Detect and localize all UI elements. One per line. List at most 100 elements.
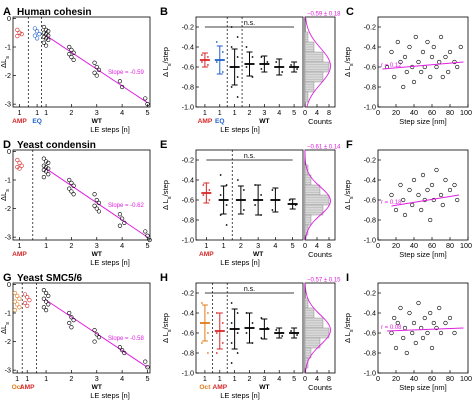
hist-x-axis-label: Counts xyxy=(308,117,332,126)
data-point xyxy=(201,342,203,344)
data-point xyxy=(120,84,125,90)
x-tick-label: 1 xyxy=(35,108,39,117)
data-point xyxy=(420,335,426,341)
x-tick-label: 80 xyxy=(446,108,454,117)
data-point xyxy=(201,302,203,304)
plot-frame xyxy=(12,149,151,241)
x-axis-label: LE steps [n] xyxy=(220,125,260,134)
data-point xyxy=(389,192,394,198)
hist-x-tick-label: 0 xyxy=(303,108,307,117)
data-point xyxy=(420,49,426,55)
data-point xyxy=(208,189,211,191)
group-label: WT xyxy=(253,251,263,258)
panel-b: B -0.2 -0.4 -0.6 -0.8 -1.0 Δ Ls/step n.s. 1 1 1 2 3 4… xyxy=(160,6,341,134)
data-point xyxy=(207,352,209,354)
x-tick-label: 20 xyxy=(392,374,400,383)
y-tick-label: -0.2 xyxy=(364,23,376,32)
y-tick-label: -1.0 xyxy=(364,236,376,245)
data-point xyxy=(41,156,46,161)
y-tick-label: -3 xyxy=(5,233,11,242)
data-point xyxy=(260,68,263,70)
data-point xyxy=(22,292,28,297)
data-point xyxy=(41,40,46,45)
panel-title: Yeast condensin xyxy=(17,140,96,151)
group-label: AMP xyxy=(198,118,213,125)
x-tick-label: 3 xyxy=(262,374,266,383)
x-axis-label: Step size [nm] xyxy=(399,250,447,259)
panel-f: F -0.2 -0.4 -0.6 -0.8 -1.00 20 40 60 80 100 Step si… xyxy=(343,139,472,259)
panel-c: C -0.2 -0.4 -0.6 -0.8 -1.00 20 40 60 80 100 Step si… xyxy=(343,6,472,126)
data-point xyxy=(443,177,448,183)
data-point xyxy=(434,167,439,173)
x-tick-label: 1 xyxy=(25,374,29,383)
x-axis-label: LE steps [n] xyxy=(220,258,260,267)
data-point xyxy=(92,203,97,208)
data-point xyxy=(25,303,30,308)
y-tick-label: -0.8 xyxy=(364,83,376,92)
data-point xyxy=(41,30,46,35)
gaussian-fit xyxy=(305,16,331,108)
data-point xyxy=(230,362,233,364)
y-tick-label: -3 xyxy=(5,366,11,375)
panel-letter: A xyxy=(3,6,11,18)
y-tick-label: -0.6 xyxy=(182,196,194,205)
data-point xyxy=(67,52,72,57)
data-point xyxy=(43,299,49,304)
hist-x-tick-label: 8 xyxy=(327,374,331,383)
y-tick-label: 0 xyxy=(7,280,11,289)
x-axis-label: Step size [nm] xyxy=(399,383,447,392)
group-label: AMP xyxy=(12,118,27,125)
plot-frame xyxy=(12,16,151,108)
data-point xyxy=(392,315,397,321)
x-tick-label: 1 xyxy=(18,241,22,250)
data-point xyxy=(422,315,427,321)
x-tick-label: 4 xyxy=(277,108,281,117)
data-point xyxy=(219,214,222,216)
data-point xyxy=(440,74,445,80)
group-label: WT xyxy=(92,384,102,391)
data-point xyxy=(411,177,417,183)
data-point xyxy=(254,204,257,206)
data-point xyxy=(411,320,417,326)
x-tick-label: 5 xyxy=(145,108,149,117)
data-point xyxy=(434,325,439,331)
hist-x-tick-label: 0 xyxy=(303,374,307,383)
data-point xyxy=(420,172,426,178)
panel-e: E -0.2 -0.4 -0.6 -0.8 -1.0 Δ Ls/step n.s. 1 1 2 3 4 5… xyxy=(160,139,341,267)
panel-letter: I xyxy=(346,272,349,284)
data-point xyxy=(431,320,436,326)
x-tick-label: 4 xyxy=(120,374,124,383)
y-tick-label: -0.4 xyxy=(182,43,194,52)
data-point xyxy=(230,302,233,304)
data-point xyxy=(395,39,400,45)
y-tick-label: -2 xyxy=(5,337,11,346)
significance-label: n.s. xyxy=(244,153,255,160)
data-point xyxy=(122,350,127,356)
data-point xyxy=(34,36,40,41)
y-tick-label: -0.2 xyxy=(182,23,194,32)
panel-letter: G xyxy=(3,272,12,284)
data-point xyxy=(402,54,408,60)
data-point xyxy=(43,43,49,48)
data-point xyxy=(251,322,254,324)
x-tick-label: 0 xyxy=(376,241,380,250)
data-point xyxy=(447,49,453,55)
x-axis-label: LE steps [n] xyxy=(90,125,130,134)
data-point xyxy=(120,216,125,221)
data-point xyxy=(69,315,74,320)
data-point xyxy=(67,177,72,183)
data-point xyxy=(41,288,46,293)
x-tick-label: 20 xyxy=(392,108,400,117)
x-tick-label: 4 xyxy=(120,108,124,117)
data-point xyxy=(202,194,205,196)
y-axis-label: Δ Ls/step xyxy=(161,313,173,343)
y-tick-label: -0.4 xyxy=(364,43,376,52)
data-point xyxy=(419,207,424,213)
data-point xyxy=(37,32,42,37)
data-point xyxy=(275,61,278,63)
data-point xyxy=(41,34,46,40)
data-point xyxy=(71,50,76,55)
data-point xyxy=(434,64,439,70)
data-point xyxy=(17,160,22,165)
data-point xyxy=(419,69,424,75)
